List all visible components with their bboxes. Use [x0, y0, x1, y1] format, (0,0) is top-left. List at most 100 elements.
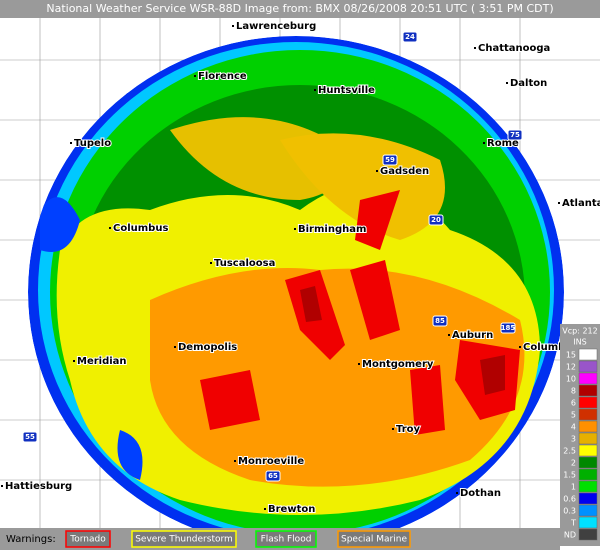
legend-swatch	[578, 480, 598, 493]
city-label: Demopolis	[178, 342, 237, 353]
city-dot	[174, 346, 176, 348]
legend-vcp: Vcp: 212	[562, 327, 597, 336]
city-label: Florence	[198, 71, 247, 82]
city-label: Gadsden	[380, 166, 429, 177]
city-label: Dalton	[510, 78, 547, 89]
highway-shield	[428, 214, 444, 226]
legend-swatch	[578, 396, 598, 409]
legend-swatch	[578, 468, 598, 481]
city-dot	[358, 363, 360, 365]
city-label: Tuscaloosa	[214, 258, 275, 269]
city-label: Hattiesburg	[5, 481, 72, 492]
warning-label: Flash Flood	[261, 535, 312, 545]
warning-label: Special Marine	[341, 535, 407, 545]
city-dot	[483, 142, 485, 144]
legend-swatch	[578, 504, 598, 517]
legend-label: 0.3	[563, 507, 576, 516]
city-label: Lawrenceburg	[236, 21, 316, 32]
city-dot	[234, 460, 236, 462]
legend-swatch	[578, 360, 598, 373]
city-dot	[519, 346, 521, 348]
legend-label: 2	[571, 459, 576, 468]
warning-label: Severe Thunderstorm	[135, 535, 233, 545]
city-dot	[109, 227, 111, 229]
legend-label: 4	[571, 423, 576, 432]
legend-label: 8	[571, 387, 576, 396]
warning-box	[65, 530, 111, 548]
city-dot	[474, 47, 476, 49]
legend-label: 10	[566, 375, 576, 384]
city-label: Tupelo	[74, 138, 111, 149]
highway-label: 75	[510, 131, 520, 139]
city-label: Meridian	[77, 356, 127, 367]
highway-shield	[500, 322, 516, 334]
legend-label: 6	[571, 399, 576, 408]
highway-shield	[402, 31, 418, 43]
city-dot	[558, 202, 560, 204]
radar-echoes	[28, 36, 564, 548]
legend-label: 15	[566, 351, 576, 360]
legend-swatch	[578, 420, 598, 433]
legend-swatch	[578, 528, 598, 541]
city-dot	[264, 508, 266, 510]
highway-shield	[382, 154, 398, 166]
highway-shield	[22, 431, 38, 443]
legend-label: ND	[564, 531, 576, 540]
title: National Weather Service WSR-88D Image f…	[46, 2, 553, 15]
city-label: Monroeville	[238, 456, 304, 467]
city-label: Auburn	[452, 330, 493, 341]
warning-box	[337, 530, 411, 548]
warning-label: Tornado	[69, 535, 106, 545]
city-label: Brewton	[268, 504, 315, 515]
highway-label: 20	[431, 216, 441, 224]
city-label: Montgomery	[362, 359, 434, 370]
city-label: Columbus	[113, 223, 168, 234]
city-dot	[314, 89, 316, 91]
warning-box	[255, 530, 317, 548]
highway-shield	[265, 470, 281, 482]
city-label: Huntsville	[318, 85, 375, 96]
legend-units: INS	[573, 338, 586, 347]
city-dot	[456, 492, 458, 494]
title-bar	[0, 0, 600, 18]
highway-label: 24	[405, 33, 415, 41]
legend-label: 1.5	[563, 471, 576, 480]
legend-label: 2.5	[563, 447, 576, 456]
city-label: Dothan	[460, 488, 501, 499]
city-label: Chattanooga	[478, 43, 550, 54]
city-dot	[294, 228, 296, 230]
legend-label: T	[570, 519, 576, 528]
legend-label: 1	[571, 483, 576, 492]
highway-label: 55	[25, 433, 35, 441]
highway-shield	[432, 315, 448, 327]
legend-swatch	[578, 444, 598, 457]
legend-swatch	[578, 348, 598, 361]
highway-label: 65	[268, 472, 278, 480]
warnings-label: Warnings:	[6, 534, 56, 545]
highway-label: 185	[501, 324, 516, 332]
city-dot	[70, 142, 72, 144]
legend-swatch	[578, 432, 598, 445]
legend-label: 12	[566, 363, 576, 372]
legend-label: 5	[571, 411, 576, 420]
city-dot	[210, 262, 212, 264]
city-dot	[73, 360, 75, 362]
city-dot	[392, 428, 394, 430]
city-dot	[1, 485, 3, 487]
legend-swatch	[578, 516, 598, 529]
city-label: Troy	[396, 424, 421, 435]
city-label: Birmingham	[298, 224, 366, 235]
legend-swatch	[578, 408, 598, 421]
legend-swatch	[578, 492, 598, 505]
highway-label: 85	[435, 317, 445, 325]
city-label: Atlanta	[562, 198, 600, 209]
warning-box	[131, 530, 237, 548]
city-dot	[194, 75, 196, 77]
legend-label: 3	[571, 435, 576, 444]
city-dot	[448, 334, 450, 336]
city-dot	[232, 25, 234, 27]
highway-label: 59	[385, 156, 395, 164]
legend-swatch	[578, 456, 598, 469]
